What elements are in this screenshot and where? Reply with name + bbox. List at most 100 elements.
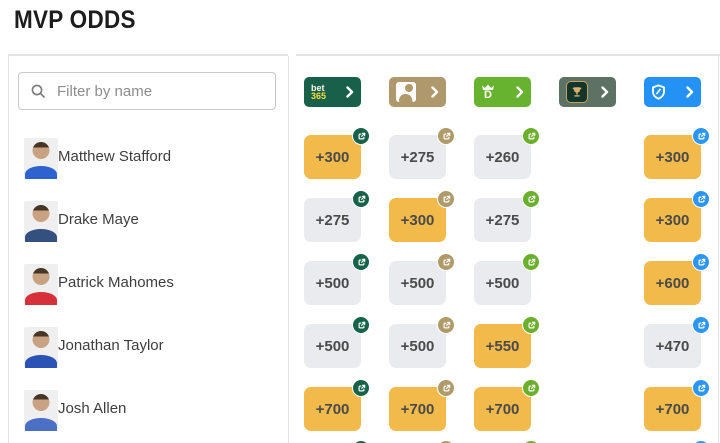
player-avatar: [24, 264, 58, 305]
odds-cell-wrap: +275: [304, 190, 370, 242]
laurel-figure-logo-icon: [396, 82, 416, 102]
odds-cell[interactable]: +275: [474, 198, 531, 242]
player-name: Jonathan Taylor: [58, 337, 164, 354]
bet-share-badge-icon[interactable]: [522, 253, 540, 271]
bet-share-badge-icon[interactable]: [352, 316, 370, 334]
player-avatar: [24, 390, 58, 431]
table-row: Matthew Stafford +300 +275 +260 +300: [0, 127, 720, 179]
table-row: Drake Maye +275 +300 +275 +300: [0, 190, 720, 242]
bet-share-badge-icon[interactable]: [437, 379, 455, 397]
chevron-right-icon: [686, 86, 694, 98]
player-avatar: [24, 138, 58, 179]
bet-share-badge-icon[interactable]: [522, 316, 540, 334]
player-name: Matthew Stafford: [58, 148, 172, 165]
bet-share-badge-icon[interactable]: [437, 190, 455, 208]
divider-right: [296, 54, 720, 56]
odds-cell[interactable]: +700: [474, 387, 531, 431]
odds-cell-wrap: +275: [474, 190, 540, 242]
sportsbook-button-book-trophy[interactable]: [559, 77, 616, 107]
sportsbook-button-book-crown[interactable]: D: [474, 77, 531, 107]
table-row: Josh Allen +700 +700 +700 +700: [0, 379, 720, 431]
trophy-cup-logo-icon: [566, 81, 588, 103]
bet-share-badge-icon[interactable]: [352, 127, 370, 145]
odds-cell-wrap: +300: [644, 190, 710, 242]
odds-cell-wrap: +300: [304, 127, 370, 179]
chevron-right-icon: [516, 86, 524, 98]
odds-cell[interactable]: +550: [474, 324, 531, 368]
odds-cell[interactable]: +275: [389, 135, 446, 179]
odds-cell[interactable]: +600: [644, 261, 701, 305]
bet-share-badge-icon[interactable]: [692, 316, 710, 334]
player-name: Josh Allen: [58, 400, 127, 417]
odds-cell-wrap: +700: [474, 379, 540, 431]
table-row: Patrick Mahomes +500 +500 +500 +600: [0, 253, 720, 305]
odds-cell-wrap: +470: [644, 316, 710, 368]
search-icon: [30, 83, 46, 99]
odds-cell-wrap: +500: [389, 253, 455, 305]
odds-cell[interactable]: +700: [304, 387, 361, 431]
chevron-right-icon: [346, 86, 354, 98]
odds-cell[interactable]: +700: [644, 387, 701, 431]
odds-cell-wrap: +300: [389, 190, 455, 242]
chevron-right-icon: [431, 86, 439, 98]
table-row: Jonathan Taylor +500 +500 +550 +470: [0, 316, 720, 368]
bet-share-badge-icon[interactable]: [692, 253, 710, 271]
odds-cell[interactable]: +500: [474, 261, 531, 305]
odds-cell-wrap: +500: [304, 316, 370, 368]
odds-cell-wrap: +700: [644, 379, 710, 431]
crown-d-logo-icon: D: [481, 84, 495, 101]
odds-cell-wrap: +500: [304, 253, 370, 305]
odds-cell-wrap: +500: [389, 316, 455, 368]
bet-share-badge-icon[interactable]: [692, 127, 710, 145]
bet-share-badge-icon[interactable]: [522, 379, 540, 397]
card-right-border: [718, 56, 719, 443]
sportsbook-button-bet365[interactable]: bet 365: [304, 77, 361, 107]
odds-cell[interactable]: +700: [389, 387, 446, 431]
odds-cell[interactable]: +300: [644, 198, 701, 242]
odds-cell-wrap: +260: [474, 127, 540, 179]
odds-cell[interactable]: +500: [389, 261, 446, 305]
bet-share-badge-icon[interactable]: [437, 316, 455, 334]
sportsbook-button-book-laurel[interactable]: [389, 77, 446, 107]
divider-left: [8, 54, 288, 56]
odds-cell[interactable]: +500: [389, 324, 446, 368]
player-avatar: [24, 201, 58, 242]
filter-input[interactable]: [55, 81, 264, 101]
player-name: Patrick Mahomes: [58, 274, 174, 291]
page-title: MVP ODDS: [14, 6, 136, 34]
bet-share-badge-icon[interactable]: [692, 379, 710, 397]
bet-share-badge-icon[interactable]: [352, 379, 370, 397]
odds-cell[interactable]: +300: [304, 135, 361, 179]
bet-share-badge-icon[interactable]: [352, 253, 370, 271]
odds-cell[interactable]: +500: [304, 324, 361, 368]
column-separator: [288, 56, 289, 443]
odds-cell-wrap: +550: [474, 316, 540, 368]
bet-share-badge-icon[interactable]: [522, 190, 540, 208]
odds-cell-wrap: +700: [389, 379, 455, 431]
player-name: Drake Maye: [58, 211, 139, 228]
odds-cell-wrap: +300: [644, 127, 710, 179]
shield-logo-icon: [651, 83, 666, 101]
odds-cell[interactable]: +275: [304, 198, 361, 242]
card-left-border: [8, 56, 9, 443]
bet-share-badge-icon[interactable]: [437, 127, 455, 145]
filter-box: [18, 72, 276, 110]
odds-cell-wrap: +275: [389, 127, 455, 179]
odds-cell-wrap: +700: [304, 379, 370, 431]
odds-cell[interactable]: +500: [304, 261, 361, 305]
chevron-right-icon: [601, 86, 609, 98]
sportsbook-button-book-shield[interactable]: [644, 77, 701, 107]
odds-cell[interactable]: +300: [644, 135, 701, 179]
bet-share-badge-icon[interactable]: [352, 190, 370, 208]
odds-cell[interactable]: +260: [474, 135, 531, 179]
odds-cell[interactable]: +300: [389, 198, 446, 242]
bet-share-badge-icon[interactable]: [692, 190, 710, 208]
odds-cell[interactable]: +470: [644, 324, 701, 368]
odds-cell-wrap: +600: [644, 253, 710, 305]
odds-cell-wrap: +500: [474, 253, 540, 305]
player-avatar: [24, 327, 58, 368]
bet365-logo: bet 365: [311, 83, 327, 101]
bet-share-badge-icon[interactable]: [437, 253, 455, 271]
bet-share-badge-icon[interactable]: [522, 127, 540, 145]
